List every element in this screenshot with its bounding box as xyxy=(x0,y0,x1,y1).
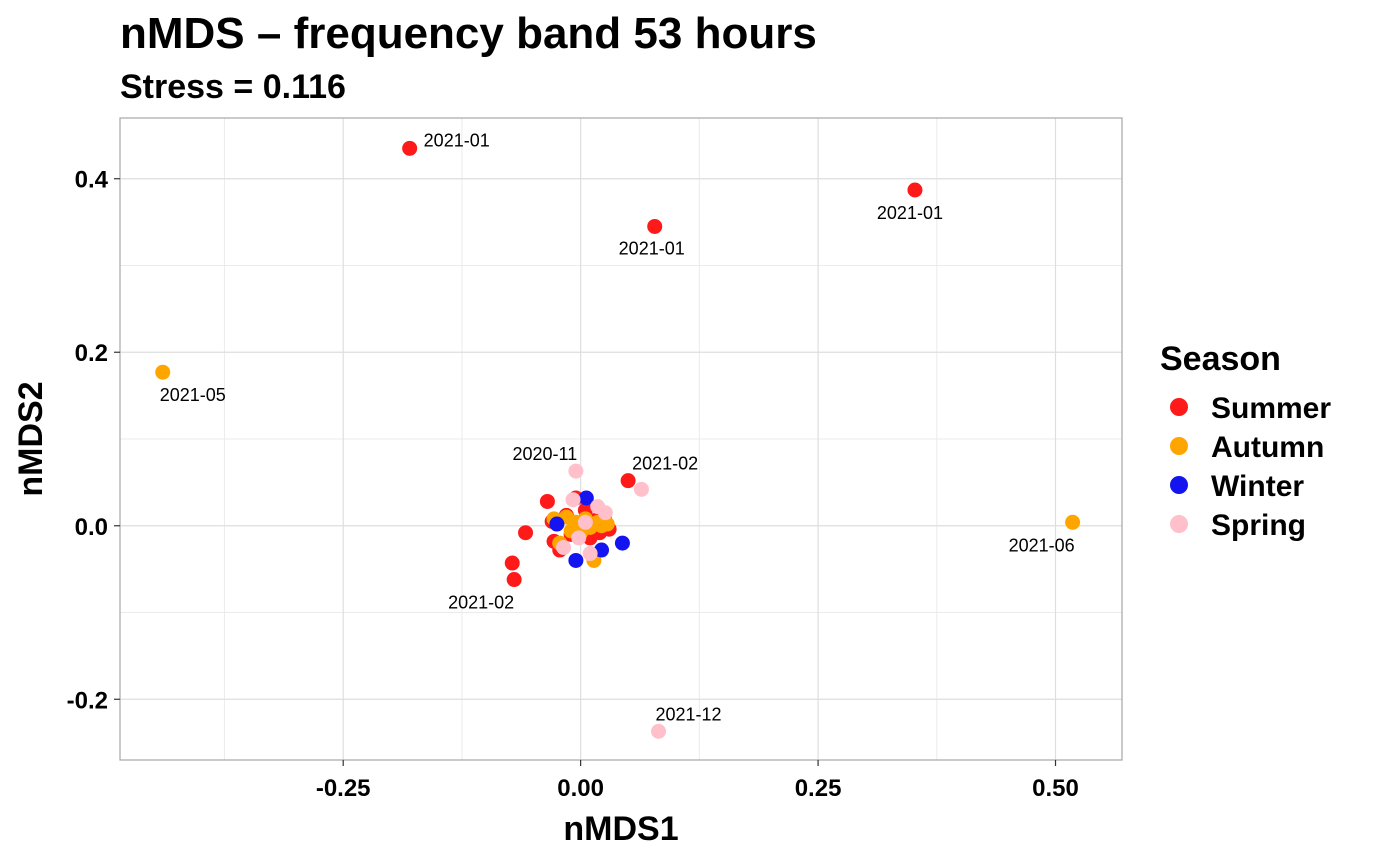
x-tick-label: 0.25 xyxy=(795,775,842,802)
point-labels: 2021-01 2021-01 2021-01 2021-02 2021-02 2021-… xyxy=(160,130,1075,724)
point-winter xyxy=(568,552,584,568)
point-label: 2021-02 xyxy=(632,454,698,474)
point-spring xyxy=(571,530,587,546)
point-spring xyxy=(590,499,606,515)
y-axis-ticks: -0.2 0.0 0.2 0.4 xyxy=(67,167,120,714)
x-axis-label: nMDS1 xyxy=(563,810,678,848)
y-axis-label: nMDS2 xyxy=(12,381,50,496)
point-autumn xyxy=(599,516,615,532)
point-summer xyxy=(518,525,534,541)
point-winter xyxy=(614,535,630,551)
grid-lines xyxy=(120,118,1122,760)
point-winter xyxy=(594,542,610,558)
point-summer xyxy=(506,572,522,588)
legend-key-autumn xyxy=(1170,437,1188,455)
point-label: 2021-01 xyxy=(424,130,490,150)
legend-label-spring: Spring xyxy=(1211,509,1306,542)
point-spring xyxy=(565,492,581,508)
point-label: 2021-12 xyxy=(655,704,721,724)
point-spring xyxy=(582,546,598,562)
point-spring xyxy=(633,481,649,497)
point-label: 2020-11 xyxy=(513,444,578,464)
legend-label-summer: Summer xyxy=(1211,392,1331,425)
point-spring xyxy=(651,723,667,739)
legend: Season Summer Autumn Winter Spring xyxy=(1160,340,1331,542)
y-tick-label: -0.2 xyxy=(67,687,108,714)
x-tick-label: 0.50 xyxy=(1032,775,1079,802)
legend-title: Season xyxy=(1160,340,1281,378)
x-tick-label: -0.25 xyxy=(316,775,371,802)
chart-title: nMDS – frequency band 53 hours xyxy=(120,9,817,58)
point-label: 2021-06 xyxy=(1009,535,1075,555)
point-autumn xyxy=(1065,514,1081,530)
x-axis-ticks: -0.25 0.00 0.25 0.50 xyxy=(316,760,1079,802)
point-summer xyxy=(907,182,923,198)
point-spring xyxy=(577,514,593,530)
point-winter xyxy=(549,516,565,532)
legend-label-winter: Winter xyxy=(1211,470,1304,503)
chart-subtitle: Stress = 0.116 xyxy=(120,68,346,106)
legend-label-autumn: Autumn xyxy=(1211,431,1324,464)
legend-key-summer xyxy=(1170,398,1188,416)
point-summer xyxy=(402,140,418,156)
point-winter xyxy=(578,490,594,506)
plot-border xyxy=(119,117,1123,761)
point-summer xyxy=(539,493,555,509)
legend-key-winter xyxy=(1170,476,1188,494)
y-tick-label: 0.0 xyxy=(75,514,108,541)
point-summer xyxy=(504,555,520,571)
point-spring xyxy=(556,539,572,555)
y-tick-label: 0.4 xyxy=(75,167,109,194)
point-label: 2021-02 xyxy=(448,593,514,613)
x-tick-label: 0.00 xyxy=(557,775,604,802)
point-summer xyxy=(647,218,663,234)
y-tick-label: 0.2 xyxy=(75,340,108,367)
point-autumn xyxy=(155,364,171,380)
point-label: 2021-01 xyxy=(877,203,943,223)
legend-key-spring xyxy=(1170,515,1188,533)
point-summer xyxy=(620,473,636,489)
data-points xyxy=(155,140,1081,739)
point-spring xyxy=(568,463,584,479)
point-label: 2021-01 xyxy=(619,238,685,258)
point-label: 2021-05 xyxy=(160,385,226,405)
